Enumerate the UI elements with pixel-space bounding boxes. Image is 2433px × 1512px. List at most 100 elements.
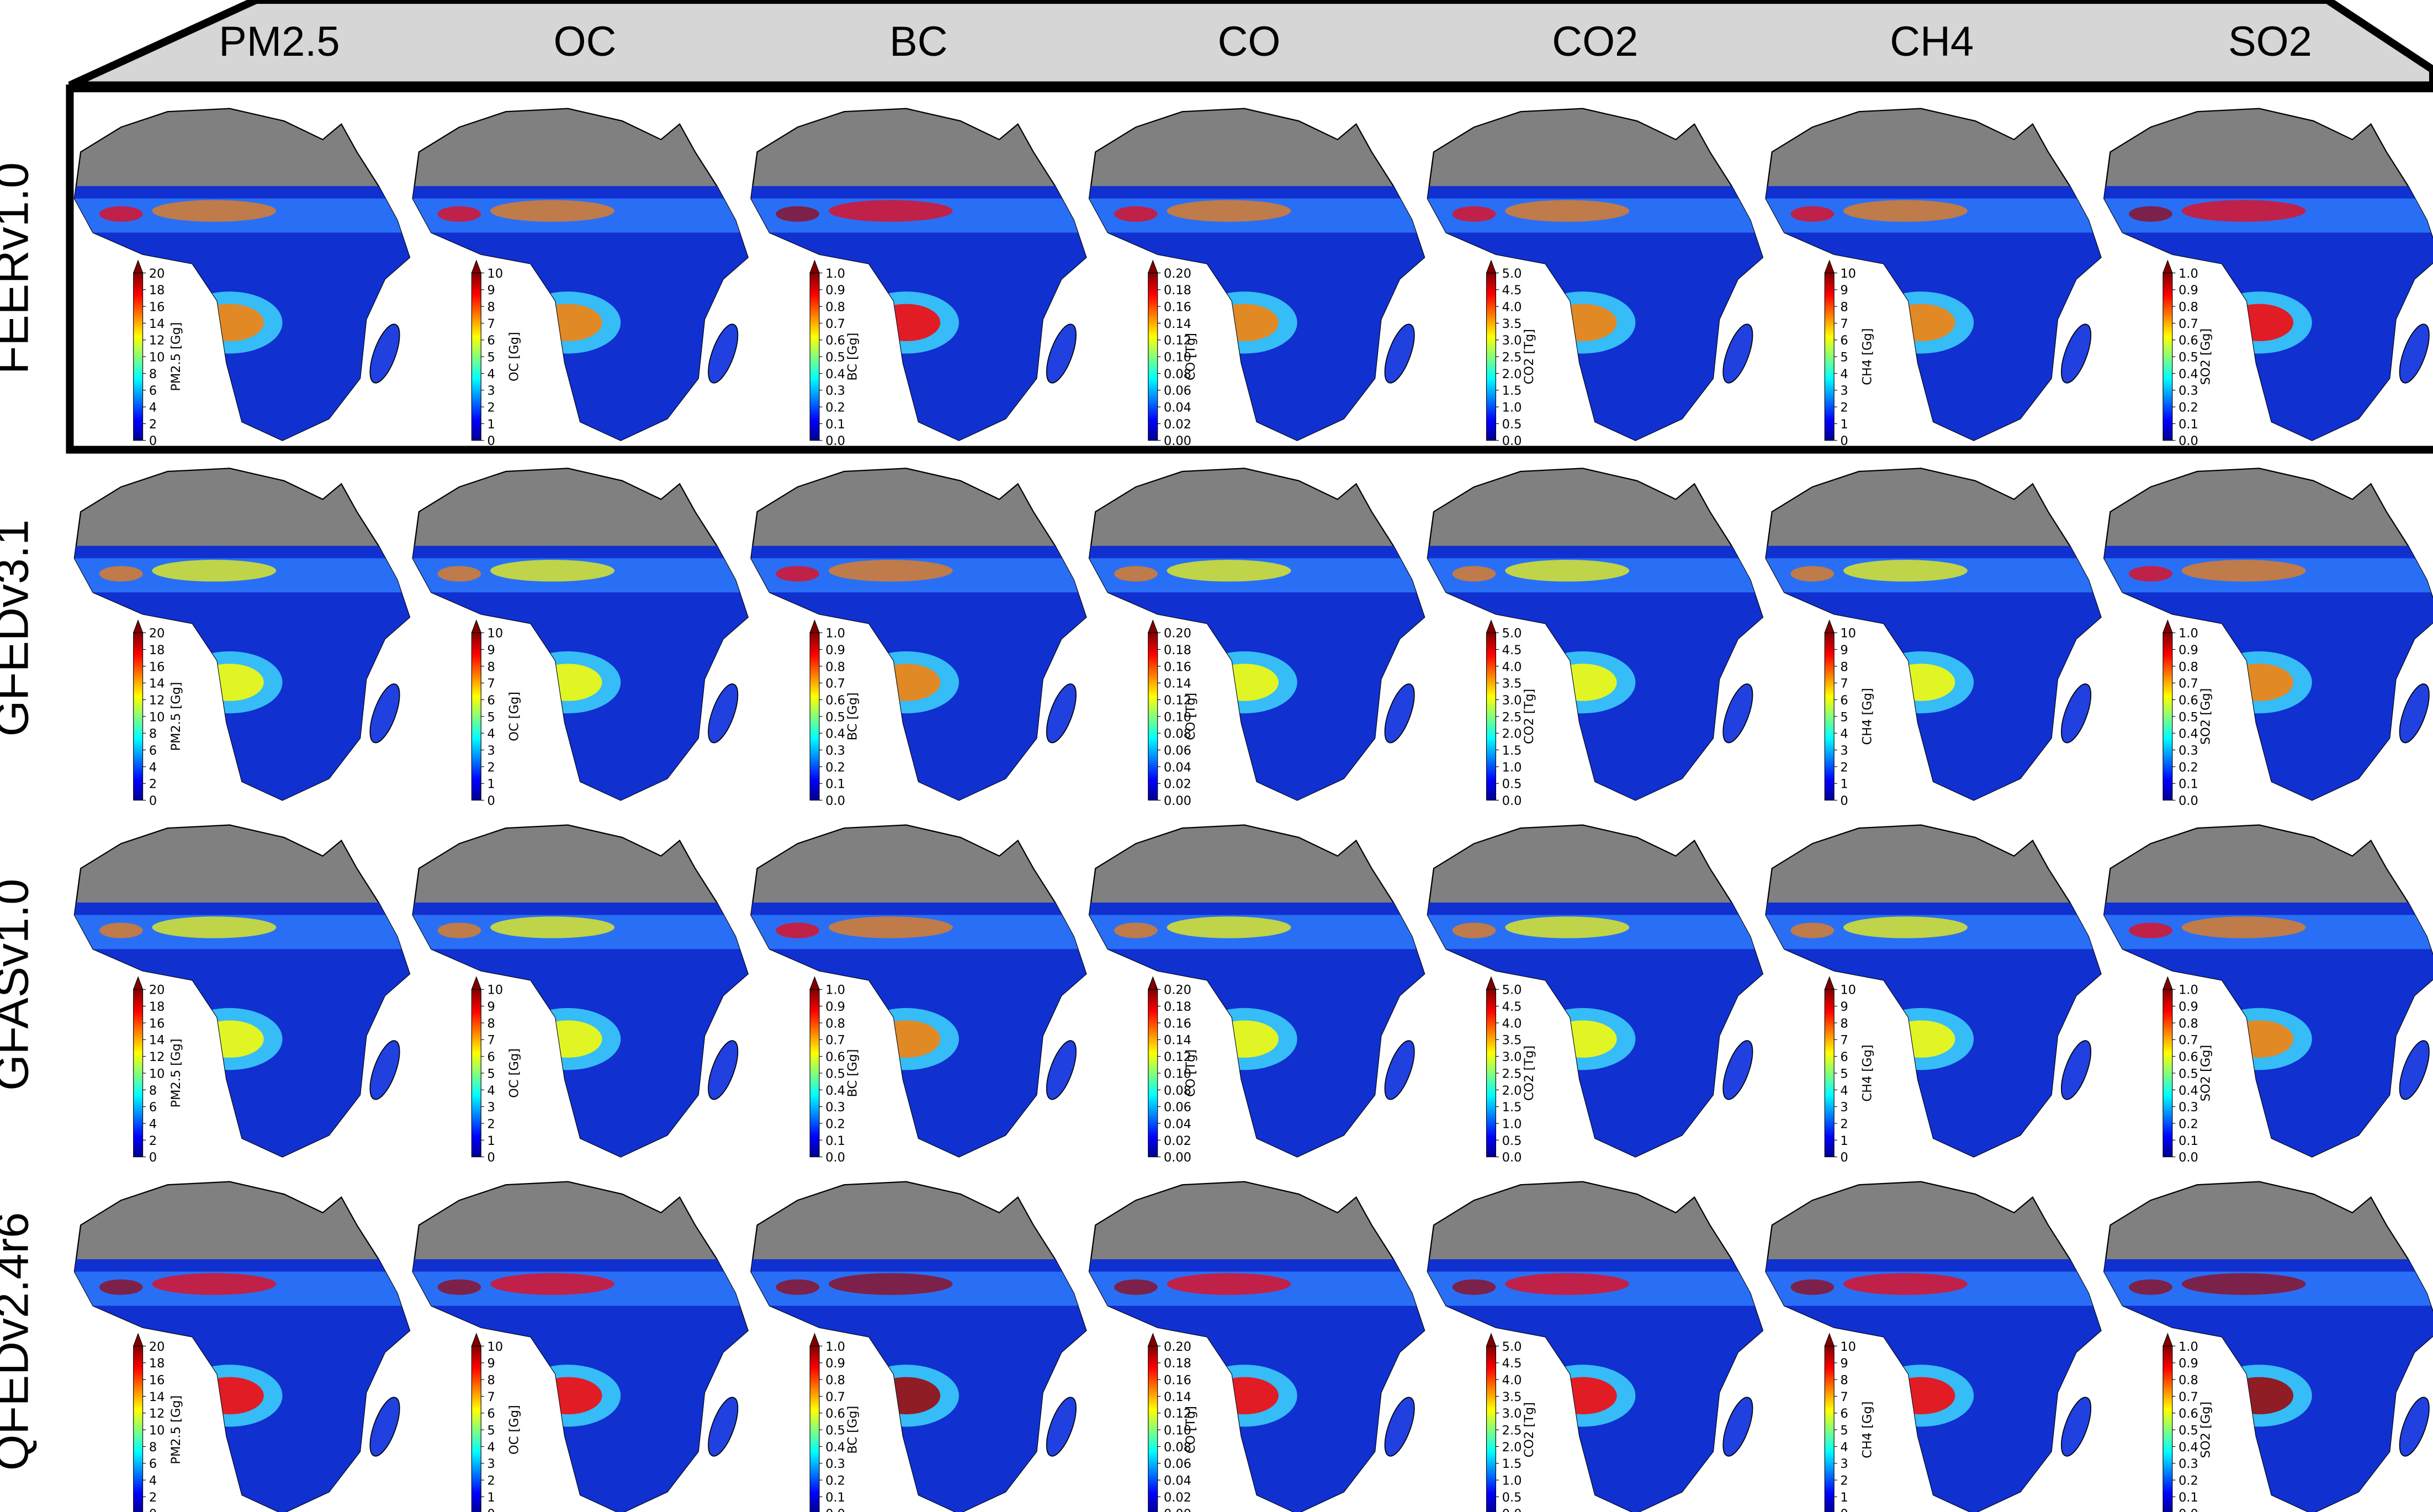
colorbar-tick-label: 4.0 — [1502, 660, 1522, 674]
colorbar-extend — [2163, 620, 2172, 633]
colorbar-label: CH4 [Gg] — [1860, 1044, 1875, 1101]
emission-field — [1089, 186, 1430, 450]
column-header: BC — [889, 18, 947, 65]
emission-field — [413, 903, 754, 1166]
colorbar-tick-label: 4 — [149, 401, 157, 415]
colorbar-tick-label: 0.1 — [2178, 1134, 2198, 1148]
colorbar-label: CH4 [Gg] — [1860, 328, 1875, 385]
colorbar-tick-label: 4 — [149, 760, 157, 774]
colorbar-tick-label: 5.0 — [1502, 267, 1522, 281]
field-blob — [1114, 566, 1158, 581]
colorbar — [2163, 1346, 2172, 1512]
colorbar-tick-label: 2 — [149, 1134, 157, 1148]
field-blob — [438, 922, 481, 938]
colorbar-tick-label: 0.5 — [825, 1424, 845, 1438]
colorbar-tick-label: 0.9 — [2178, 643, 2198, 657]
colorbar-tick-label: 0.02 — [1164, 777, 1191, 792]
colorbar-tick-label: 2 — [1840, 1474, 1848, 1488]
map-panel: 0.00.10.20.30.40.50.60.70.80.91.0SO2 [Gg… — [2104, 468, 2433, 809]
colorbar-tick-label: 0.5 — [1502, 417, 1522, 432]
madagascar — [1379, 321, 1420, 386]
field-blob — [776, 566, 819, 581]
colorbar-tick-label: 3 — [1840, 744, 1848, 758]
colorbar-tick-label: 8 — [1840, 660, 1848, 674]
colorbar-extend — [1487, 1334, 1496, 1346]
colorbar-tick-label: 0 — [487, 1150, 495, 1165]
colorbar-tick-label: 0.6 — [2178, 693, 2198, 708]
colorbar-tick-label: 10 — [487, 267, 503, 281]
emission-field — [1766, 903, 2107, 1166]
colorbar-tick-label: 8 — [487, 1016, 495, 1031]
colorbar-tick-label: 0.0 — [1502, 1150, 1522, 1165]
emission-field — [1766, 186, 2107, 450]
colorbar-tick-label: 8 — [149, 1440, 157, 1455]
colorbar-tick-label: 5 — [487, 1424, 495, 1438]
emission-field — [751, 186, 1092, 450]
field-blob — [1790, 1280, 1834, 1295]
colorbar-tick-label: 1 — [1840, 777, 1848, 792]
colorbar-extend — [134, 620, 143, 633]
emission-field — [751, 546, 1092, 810]
emission-field — [413, 186, 754, 450]
madagascar — [702, 1394, 744, 1460]
colorbar-label: BC [Gg] — [845, 333, 860, 381]
colorbar-tick-label: 2.0 — [1502, 727, 1522, 741]
field-blob — [152, 916, 276, 938]
colorbar-tick-label: 1.0 — [1502, 1117, 1522, 1131]
colorbar-tick-label: 2 — [149, 417, 157, 432]
field-blob — [1505, 200, 1629, 221]
colorbar-tick-label: 0.00 — [1164, 1150, 1191, 1165]
madagascar — [364, 321, 405, 386]
madagascar — [2394, 681, 2433, 746]
field-blob — [1549, 1020, 1617, 1057]
field-blob — [1167, 200, 1291, 221]
colorbar-tick-label: 0.16 — [1164, 1373, 1191, 1388]
field-blob — [1114, 1280, 1158, 1295]
colorbar-extend — [1487, 977, 1496, 989]
colorbar-tick-label: 3 — [1840, 384, 1848, 398]
colorbar-tick-label: 5 — [487, 1067, 495, 1081]
colorbar-tick-label: 20 — [149, 1340, 165, 1354]
colorbar-extend — [1148, 620, 1158, 633]
colorbar-tick-label: 0 — [1840, 794, 1848, 808]
colorbar-tick-label: 6 — [487, 333, 495, 348]
colorbar-label: CO [Tg] — [1184, 693, 1198, 740]
colorbar-tick-label: 10 — [1840, 1340, 1856, 1354]
colorbar-tick-label: 0.3 — [825, 384, 845, 398]
colorbar-tick-label: 1.0 — [825, 267, 845, 281]
colorbar-tick-label: 5.0 — [1502, 627, 1522, 641]
row-label: GFEDv3.1 — [0, 519, 38, 736]
colorbar-tick-label: 6 — [487, 693, 495, 708]
colorbar-tick-label: 2.5 — [1502, 351, 1522, 365]
field-blob — [1453, 566, 1496, 581]
field-blob — [195, 304, 264, 341]
colorbar-extend — [2163, 977, 2172, 989]
colorbar-extend — [134, 977, 143, 989]
column-header: CO2 — [1552, 18, 1638, 65]
colorbar-tick-label: 6 — [149, 744, 157, 758]
colorbar — [1148, 989, 1158, 1156]
colorbar-tick-label: 6 — [487, 1407, 495, 1421]
colorbar-tick-label: 7 — [1840, 677, 1848, 691]
colorbar-tick-label: 5 — [1840, 351, 1848, 365]
map-panel: 0.00.51.01.52.02.53.03.54.04.55.0CO2 [Tg… — [1428, 468, 1769, 809]
colorbar-tick-label: 4 — [487, 1084, 495, 1098]
field-blob — [1843, 916, 1968, 938]
colorbar-tick-label: 6 — [149, 1457, 157, 1471]
colorbar-tick-label: 1 — [487, 1490, 495, 1505]
colorbar-tick-label: 0.1 — [825, 417, 845, 432]
colorbar-tick-label: 0.5 — [2178, 1424, 2198, 1438]
colorbar-tick-label: 0.3 — [825, 744, 845, 758]
colorbar-tick-label: 2.0 — [1502, 1084, 1522, 1098]
colorbar-extend — [1825, 977, 1834, 989]
colorbar-tick-label: 2.5 — [1502, 1424, 1522, 1438]
field-blob — [1453, 206, 1496, 222]
colorbar-tick-label: 3.5 — [1502, 1390, 1522, 1404]
colorbar-extend — [810, 620, 819, 633]
colorbar-tick-label: 2 — [1840, 401, 1848, 415]
field-blob — [1210, 304, 1279, 341]
colorbar-tick-label: 0.3 — [825, 1457, 845, 1471]
field-blob — [152, 560, 276, 581]
colorbar-tick-label: 3.0 — [1502, 1050, 1522, 1064]
colorbar-tick-label: 8 — [487, 1373, 495, 1388]
